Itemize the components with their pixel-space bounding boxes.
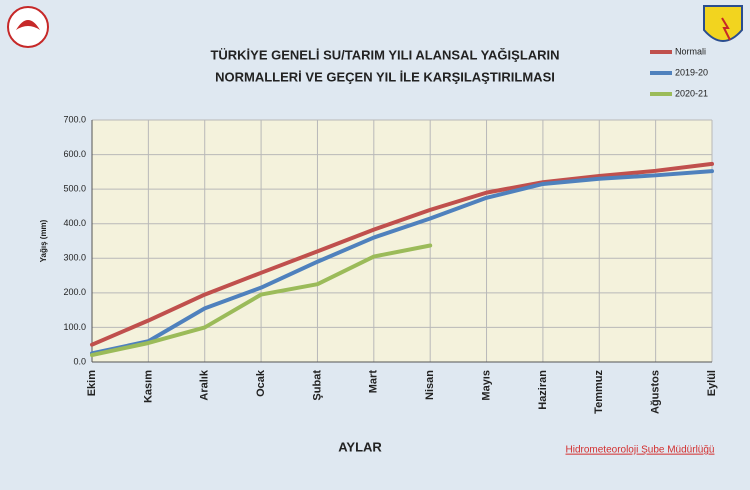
x-tick-label: Temmuz — [593, 370, 605, 414]
plot-area — [92, 120, 712, 362]
y-axis-label: Yağış (mm) — [39, 219, 48, 262]
chart-title: NORMALLERİ VE GEÇEN YIL İLE KARŞILAŞTIRI… — [215, 69, 555, 84]
x-tick-label: Şubat — [311, 370, 323, 401]
legend-label: 2019-20 — [675, 67, 708, 77]
y-tick-label: 700.0 — [63, 114, 86, 124]
series-line — [90, 243, 433, 358]
x-tick-label: Kasım — [142, 370, 154, 403]
legend-label: Normali — [675, 46, 706, 56]
y-tick-label: 500.0 — [63, 184, 86, 194]
x-tick-label: Eylül — [706, 370, 718, 396]
y-tick-label: 0.0 — [73, 356, 86, 366]
x-tick-label: Haziran — [537, 370, 549, 410]
x-tick-label: Aralık — [199, 369, 211, 400]
right-logo — [703, 5, 743, 42]
footer: Hidrometeoroloji Şube Müdürlüğü — [566, 445, 715, 456]
legend-label: 2020-21 — [675, 88, 708, 98]
x-tick-label: Ağustos — [650, 370, 662, 414]
y-tick-label: 200.0 — [63, 287, 86, 297]
left-logo — [7, 6, 49, 48]
x-tick-label: Mayıs — [480, 370, 492, 401]
y-tick-label: 300.0 — [63, 253, 86, 263]
y-tick-label: 600.0 — [63, 149, 86, 159]
x-tick-label: Ekim — [86, 370, 98, 397]
x-axis-label: AYLAR — [338, 439, 382, 454]
y-tick-label: 400.0 — [63, 218, 86, 228]
series-line — [90, 169, 714, 356]
chart-title: TÜRKİYE GENELİ SU/TARIM YILI ALANSAL YAĞ… — [210, 47, 559, 62]
x-tick-label: Ocak — [255, 369, 267, 397]
y-tick-label: 100.0 — [63, 322, 86, 332]
x-tick-label: Mart — [368, 370, 380, 394]
x-tick-label: Nisan — [424, 370, 436, 400]
series-line — [90, 161, 714, 347]
